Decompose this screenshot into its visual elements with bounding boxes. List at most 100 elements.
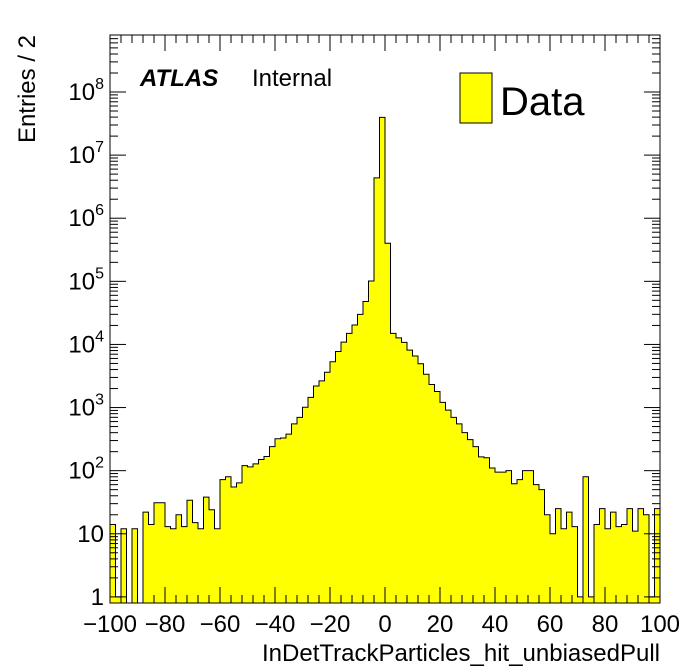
y-tick-label: 108 (68, 76, 104, 106)
histogram-bar (352, 325, 358, 603)
x-tick-label: −40 (255, 611, 296, 638)
histogram-bar (605, 528, 611, 603)
legend-entry-data: Data (500, 80, 585, 124)
histogram-bar (610, 512, 616, 603)
x-tick-label: 40 (482, 611, 509, 638)
histogram-bar (264, 456, 270, 603)
histogram-bar (115, 596, 121, 603)
histogram-bar (528, 470, 534, 603)
y-tick-label: 106 (68, 202, 104, 232)
y-tick-label: 10 (77, 521, 104, 548)
histogram-bar (170, 528, 176, 603)
legend-marker (459, 72, 493, 124)
histogram-bar (506, 470, 512, 603)
histogram-bar (313, 385, 319, 603)
histogram-bar (577, 596, 583, 603)
histogram-bar (418, 363, 424, 603)
x-tick-label: −20 (310, 611, 351, 638)
x-tick-label: 100 (640, 611, 680, 638)
histogram-bar (638, 508, 644, 603)
histogram-bar (176, 514, 182, 603)
histogram-bar (495, 472, 501, 603)
histogram-bar (396, 337, 402, 603)
histogram-bar (511, 483, 517, 603)
histogram-bar (297, 417, 303, 603)
histogram-bar (225, 476, 231, 603)
histogram-bar (440, 402, 446, 603)
histogram-bar (203, 497, 209, 603)
histogram-bar (220, 479, 226, 603)
histogram-bar (599, 508, 605, 603)
histogram-bar (583, 476, 589, 603)
histogram-bar (231, 487, 237, 603)
x-tick-label: −60 (200, 611, 241, 638)
y-tick-label: 102 (68, 455, 104, 485)
histogram-bar (198, 528, 204, 603)
histogram-bar (478, 456, 484, 603)
y-tick-label: 105 (68, 265, 104, 295)
histogram-bar (616, 526, 622, 603)
histogram-bar (561, 528, 567, 603)
atlas-label: ATLAS (139, 65, 218, 92)
histogram-bar (473, 446, 479, 603)
histogram-bar (363, 301, 369, 603)
histogram-bar (445, 410, 451, 603)
histogram-outline (110, 116, 660, 604)
histogram-bar (214, 528, 220, 603)
internal-label: Internal (252, 65, 332, 92)
histogram-bar (621, 524, 627, 603)
histogram-bar (258, 459, 264, 603)
histogram-bar (132, 528, 138, 603)
histogram-bar (484, 457, 490, 603)
histogram-bar (253, 463, 259, 603)
histogram-bar (434, 391, 440, 603)
histogram-bar (649, 596, 655, 603)
histogram-bar (269, 446, 275, 603)
histogram-bar (154, 502, 160, 603)
x-tick-label: 0 (378, 611, 391, 638)
histogram-bar (500, 472, 506, 603)
histogram-bar (165, 526, 171, 603)
histogram-bar (654, 508, 660, 603)
histogram-bar (148, 524, 154, 603)
histogram-bar (319, 380, 325, 603)
axis-ticks (109, 34, 661, 603)
histogram-bar (121, 528, 127, 603)
tick-labels: −100 −80 −60 −40 −20 0 20 40 60 80 100 1 10 102 103 104… (68, 76, 680, 638)
plot-frame (109, 34, 661, 604)
histogram-bar (110, 524, 116, 603)
histogram-bar (209, 509, 215, 603)
x-tick-label: 60 (537, 611, 564, 638)
histogram-bar (341, 342, 347, 603)
histogram-bar (566, 512, 572, 603)
x-tick-label: 80 (592, 611, 619, 638)
y-tick-label: 107 (68, 139, 104, 169)
histogram-bar (451, 417, 457, 603)
histogram-bar (588, 596, 594, 603)
histogram-bar (412, 356, 418, 603)
histogram-bar (467, 439, 473, 603)
histogram-bar (374, 177, 380, 604)
histogram-bar (187, 500, 193, 603)
histogram-bar (627, 508, 633, 603)
histogram-bar (247, 466, 253, 603)
histogram-bar (302, 407, 308, 603)
histogram-bar (286, 434, 292, 603)
histogram-bar (390, 333, 396, 603)
x-axis-title: InDetTrackParticles_hit_unbiasedPull (262, 640, 660, 667)
histogram-bar (550, 533, 556, 603)
histogram-bar (522, 470, 528, 603)
histogram-bar (533, 484, 539, 603)
histogram-bar (544, 514, 550, 603)
x-tick-label: −80 (145, 611, 186, 638)
x-tick-label: −100 (83, 611, 137, 638)
histogram-bar (192, 522, 198, 603)
histogram-bar (462, 432, 468, 603)
histogram-bar (330, 361, 336, 603)
histogram-bar (368, 281, 374, 603)
histogram-bar (242, 465, 248, 603)
y-tick-label: 103 (68, 392, 104, 422)
histogram-bar (236, 482, 242, 603)
histogram-bar (407, 350, 413, 603)
